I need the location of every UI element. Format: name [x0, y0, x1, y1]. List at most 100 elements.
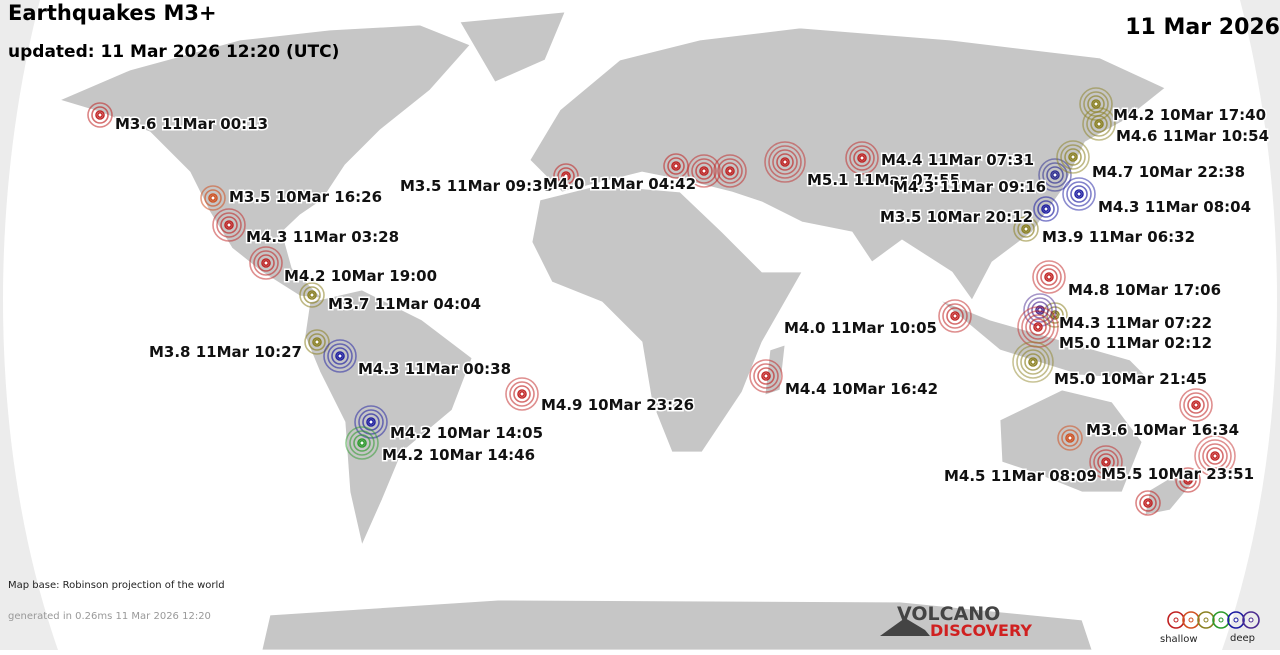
ring	[1089, 445, 1123, 479]
legend-ring	[1167, 611, 1185, 629]
ring	[91, 106, 109, 124]
quake-marker	[1082, 107, 1116, 141]
quake-marker	[1056, 140, 1090, 174]
quake-label: M5.1 11Mar 07:55	[807, 171, 960, 189]
quake-marker	[249, 246, 283, 280]
quake-label: M5.0 10Mar 21:45	[1054, 370, 1207, 388]
ring	[1194, 435, 1236, 477]
quake-marker	[505, 377, 539, 411]
ring	[1070, 185, 1088, 203]
ring	[1021, 224, 1031, 234]
ring	[776, 153, 794, 171]
quake-label: M4.3 11Mar 00:38	[358, 360, 511, 378]
quake-label: M5.5 10Mar 23:51	[1101, 465, 1254, 483]
ring	[1079, 87, 1113, 121]
ring	[557, 167, 575, 185]
ring	[1013, 216, 1039, 242]
quake-marker	[687, 154, 721, 188]
ring	[331, 347, 349, 365]
ring	[1074, 189, 1084, 199]
legend-ring	[1182, 611, 1200, 629]
quake-label: M3.6 11Mar 00:13	[115, 115, 268, 133]
quake-marker	[1017, 306, 1059, 348]
ring	[224, 220, 234, 230]
quake-label: M3.5 10Mar 16:26	[229, 188, 382, 206]
quake-label: M4.3 11Mar 03:28	[246, 228, 399, 246]
ring	[1044, 272, 1054, 282]
ring	[204, 189, 222, 207]
ring	[725, 166, 735, 176]
ring	[764, 141, 806, 183]
quake-label: M3.5 11Mar 09:38	[400, 177, 553, 195]
center	[97, 112, 103, 118]
ring	[1101, 457, 1111, 467]
ring	[1041, 204, 1051, 214]
quake-marker	[200, 185, 226, 211]
quake-marker	[304, 329, 330, 355]
quake-label: M3.8 11Mar 10:27	[149, 343, 302, 361]
ring	[1093, 449, 1119, 475]
quake-label: M4.6 11Mar 10:54	[1116, 127, 1269, 145]
ring	[561, 171, 571, 181]
ring	[1035, 305, 1045, 315]
ring	[1183, 392, 1209, 418]
ring	[553, 163, 579, 189]
ring	[1036, 264, 1062, 290]
center	[1145, 500, 1151, 506]
quake-label: M3.6 10Mar 16:34	[1086, 421, 1239, 439]
ring	[1066, 181, 1092, 207]
quake-marker	[749, 359, 783, 393]
ring	[1040, 268, 1058, 286]
quake-marker	[1038, 158, 1072, 192]
ring	[1028, 357, 1038, 367]
ring	[335, 351, 345, 361]
quake-label: M4.0 11Mar 10:05	[784, 319, 937, 337]
ring	[1033, 196, 1059, 222]
ring	[938, 299, 972, 333]
ring	[1143, 498, 1153, 508]
center	[1067, 435, 1073, 441]
center	[1023, 226, 1029, 232]
quake-label: M4.3 11Mar 08:04	[1098, 198, 1251, 216]
center	[673, 163, 679, 169]
logo-bottom: DISCOVERY	[930, 621, 1032, 640]
quake-marker	[1023, 293, 1057, 327]
ring	[308, 333, 326, 351]
quake-label: M4.4 11Mar 07:31	[881, 151, 1034, 169]
center	[701, 168, 707, 174]
ring	[1056, 140, 1090, 174]
center	[519, 391, 525, 397]
center	[1046, 274, 1052, 280]
quake-marker	[299, 282, 325, 308]
ring	[212, 208, 246, 242]
ring	[780, 157, 790, 167]
ring	[950, 311, 960, 321]
quake-marker	[938, 299, 972, 333]
quake-label: M3.7 11Mar 04:04	[328, 295, 481, 313]
ring	[366, 417, 376, 427]
ring	[1038, 158, 1072, 192]
ring	[1033, 322, 1043, 332]
legend-dot	[1233, 617, 1239, 623]
ring	[1062, 177, 1096, 211]
ring	[749, 359, 783, 393]
logo-top: VOLCANO	[897, 603, 1000, 625]
ring	[1210, 451, 1220, 461]
quake-label: M5.0 11Mar 02:12	[1059, 334, 1212, 352]
ring	[220, 216, 238, 234]
center	[1096, 121, 1102, 127]
quake-label: M4.2 10Mar 14:05	[390, 424, 543, 442]
center	[337, 353, 343, 359]
labels: M3.6 11Mar 00:13 M3.5 10Mar 16:26 M4.3 11M…	[114, 105, 1271, 487]
center	[368, 419, 374, 425]
ring	[849, 145, 875, 171]
ring	[349, 430, 375, 456]
ring	[1050, 170, 1060, 180]
quake-marker	[553, 163, 579, 189]
quake-label: M4.4 10Mar 16:42	[785, 380, 938, 398]
ring	[354, 405, 388, 439]
ring	[1086, 111, 1112, 137]
ring	[1183, 475, 1193, 485]
quake-label: M4.7 10Mar 22:38	[1092, 163, 1245, 181]
